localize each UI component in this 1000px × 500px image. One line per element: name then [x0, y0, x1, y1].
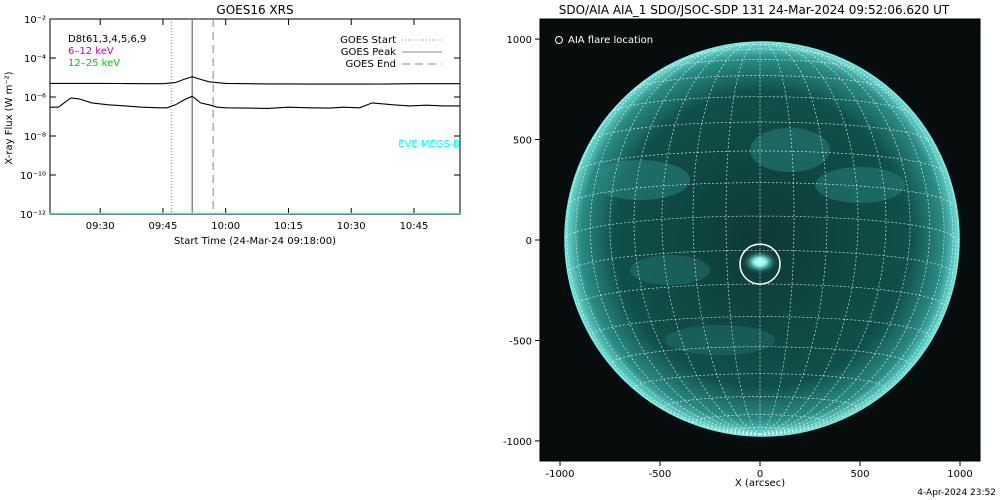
longitude-line [661, 44, 761, 435]
goes-y-tick-label: 10⁻¹⁰ [20, 171, 46, 182]
longitude-line [759, 239, 957, 435]
longitude-line [589, 48, 761, 435]
longitude-line [759, 79, 954, 435]
goes-x-tick-label: 09:45 [149, 221, 178, 232]
aia-y-tick-label: 1000 [507, 35, 532, 46]
goes-series-line-1 [50, 95, 460, 109]
aia-x-tick-label: -500 [649, 469, 672, 480]
aia-x-tick-label: 0 [757, 469, 763, 480]
aia-legend: AIA flare location [555, 35, 653, 46]
goes-chart-title: GOES16 XRS [216, 3, 293, 17]
aia-x-axis: -1000 -500 0 500 1000 [545, 461, 973, 480]
latitude-line [692, 414, 828, 423]
aia-y-tick-label: -1000 [503, 437, 532, 448]
footer-timestamp: 4-Apr-2024 23:52 [917, 488, 996, 498]
latitude-line [635, 75, 885, 89]
goes-y-tick-label: 10⁻⁸ [24, 132, 46, 143]
goes-x-tick-label: 10:00 [211, 221, 240, 232]
aia-y-tick-label: -500 [509, 336, 532, 347]
longitude-line [575, 55, 761, 435]
goes-event-lines [170, 19, 214, 214]
longitude-line [759, 44, 859, 435]
longitude-line [692, 43, 761, 435]
aia-title: SDO/AIA AIA_1 SDO/JSOC-SDP 131 24-Mar-20… [559, 3, 950, 17]
goes-series-group [50, 76, 460, 214]
latitude-line [590, 121, 930, 141]
longitude-line [609, 46, 761, 435]
aia-legend-symbol [555, 36, 563, 44]
goes-xrs-chart: GOES16 XRS 10⁻¹² 10⁻¹⁰ 10⁻⁸ 10⁻⁶ 10⁻⁴ 10⁻² 09… [4, 3, 461, 247]
goes-y-tick-label: 10⁻² [24, 15, 46, 26]
longitude-line [759, 45, 887, 435]
longitude-line [759, 55, 945, 435]
solar-limb [564, 41, 960, 437]
longitude-line [725, 43, 761, 435]
goes-y-axis: 10⁻¹² 10⁻¹⁰ 10⁻⁸ 10⁻⁶ 10⁻⁴ 10⁻² [20, 15, 460, 221]
goes-x-axis-label: Start Time (24-Mar-24 09:18:00) [174, 236, 336, 247]
aia-x-tick-label: -1000 [545, 469, 574, 480]
goes-y-axis-label: X-ray Flux (W m⁻²) [4, 71, 15, 164]
longitude-line [566, 79, 761, 435]
latitude-line [610, 96, 910, 114]
latitude-line [566, 182, 954, 206]
aia-legend-text: AIA flare location [568, 35, 653, 46]
goes-series-line-0 [50, 76, 460, 85]
goes-right-legend: GOES Start GOES Peak GOES End [340, 35, 442, 70]
legend-goes-end: GOES End [346, 59, 396, 70]
legend-detectors: D8t61,3,4,5,6,9 [68, 34, 146, 45]
goes-left-legend: D8t61,3,4,5,6,9 6–12 keV 12–25 keV [68, 34, 146, 69]
goes-x-tick-label: 10:30 [337, 221, 366, 232]
aia-x-tick-label: 500 [850, 469, 869, 480]
longitude-line [633, 45, 761, 435]
goes-y-tick-label: 10⁻⁴ [24, 54, 46, 65]
goes-x-tick-label: 10:15 [274, 221, 303, 232]
goes-y-tick-label: 10⁻⁶ [24, 93, 46, 104]
longitude-line [759, 43, 828, 435]
legend-goes-start: GOES Start [340, 35, 396, 46]
flare-location-marker [739, 243, 781, 285]
aia-x-axis-label: X (arcsec) [735, 478, 785, 489]
longitude-line [759, 43, 795, 435]
legend-12-25kev: 12–25 keV [68, 58, 120, 69]
solar-disk [565, 42, 959, 436]
aia-y-tick-label: 0 [526, 236, 532, 247]
aia-y-tick-label: 500 [513, 136, 532, 147]
legend-goes-peak: GOES Peak [341, 47, 396, 58]
goes-y-tick-label: 10⁻¹² [20, 210, 46, 221]
eve-megs-annotation: EVE MEGS-B [398, 139, 460, 150]
goes-x-tick-label: 09:30 [86, 221, 115, 232]
longitude-line [759, 48, 931, 435]
aia-image-panel: SDO/AIA AIA_1 SDO/JSOC-SDP 131 24-Mar-20… [503, 3, 981, 489]
aia-x-tick-label: 1000 [947, 469, 972, 480]
goes-x-axis: 09:30 09:45 10:00 10:15 10:30 10:45 [86, 19, 429, 232]
latitude-line [609, 346, 911, 366]
longitude-line [759, 46, 911, 435]
aia-y-axis: -1000 -500 0 500 1000 [503, 35, 540, 448]
legend-6-12kev: 6–12 keV [68, 46, 114, 57]
goes-x-tick-label: 10:45 [400, 221, 429, 232]
